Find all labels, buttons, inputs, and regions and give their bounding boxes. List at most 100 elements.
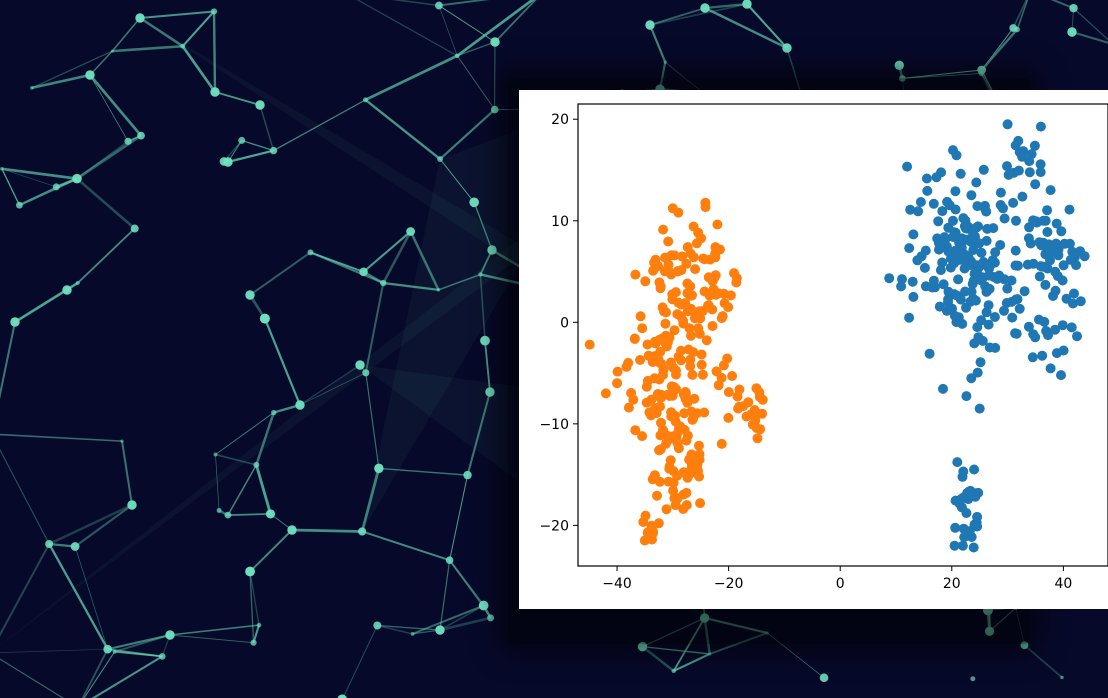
scatter-point-series-1 [1014,147,1025,158]
network-node [435,1,443,10]
scatter-point-series-1 [982,261,993,272]
scatter-point-series-1 [955,294,966,305]
network-node [245,566,255,577]
network-line [89,50,113,76]
scatter-point-series-2 [682,278,693,289]
scatter-point-series-2 [623,402,634,413]
scatter-point-series-1 [1011,215,1021,226]
scatter-point-series-1 [1007,312,1018,323]
network-node [307,249,314,256]
scatter-point-series-1 [1069,288,1079,299]
network-node [970,676,976,682]
network-line [31,73,91,90]
scatter-point-series-1 [963,486,974,497]
scatter-point-series-2 [612,378,623,389]
scatter-point-series-2 [751,423,762,433]
network-line [377,624,413,635]
network-line [76,140,129,180]
scatter-point-series-1 [907,276,918,287]
network-node [250,639,257,646]
scatter-point-series-2 [664,463,675,474]
network-node [490,105,499,114]
network-node [85,70,95,80]
scatter-point-series-1 [983,300,994,311]
network-line [980,28,1018,71]
scatter-point-series-2 [658,224,669,235]
network-line [473,202,493,251]
scatter-point-series-2 [734,384,745,395]
scatter-point-series-1 [992,273,1003,284]
network-node [374,463,384,474]
scatter-point-series-2 [672,438,683,449]
scatter-point-series-1 [1035,167,1046,178]
network-line [169,634,254,644]
network-node [238,136,246,144]
network-line [31,50,113,89]
network-line [77,227,136,284]
network-line [479,274,486,341]
network-line [215,453,257,466]
y-tick-label: 0 [560,315,569,331]
scatter-point-series-2 [690,264,701,275]
axes-frame [577,103,1108,567]
scatter-point-series-2 [640,510,651,521]
scatter-point-series-1 [966,373,977,384]
scatter-point-series-1 [1058,345,1069,356]
network-node [437,156,443,162]
scatter-point-series-2 [657,302,668,313]
network-line [255,412,275,466]
network-node [210,87,220,97]
scatter-point-series-2 [673,207,684,218]
scatter-point-series-2 [648,265,659,276]
scatter-point-series-1 [1064,204,1075,215]
scatter-point-series-1 [959,532,970,543]
scatter-point-series-1 [958,523,969,534]
network-line [649,7,706,26]
network-node [463,470,472,480]
scatter-point-series-2 [678,467,689,478]
scatter-point-series-2 [676,345,686,356]
scatter-point-series-1 [937,257,948,268]
scatter-point-series-2 [694,449,705,460]
network-node [30,86,34,90]
scatter-point-series-1 [937,206,948,217]
scatter-point-series-1 [1035,121,1046,132]
scatter-point-series-2 [716,372,727,383]
network-line [704,6,788,50]
scatter-point-series-2 [757,408,768,419]
scatter-point-series-1 [1008,197,1019,208]
network-line [259,104,275,151]
scatter-point-series-1 [943,297,953,308]
scatter-point-series-2 [644,407,655,418]
network-line [439,108,496,160]
network-line [273,99,366,152]
network-line [0,658,65,698]
network-line [263,318,302,406]
scatter-point-series-1 [948,215,958,226]
network-line [88,74,143,137]
scatter-point-series-1 [897,274,907,285]
scatter-point-series-1 [1024,156,1035,167]
scatter-point-series-2 [678,318,689,329]
network-line [494,0,537,43]
scatter-point-series-1 [913,206,924,217]
network-node [245,290,255,300]
network-line [215,412,275,455]
scatter-point-series-1 [916,251,927,262]
scatter-point-series-1 [1043,330,1053,341]
network-line [456,55,496,110]
scatter-point-series-2 [661,438,671,449]
scatter-point-series-1 [928,198,939,209]
network-line [746,3,788,49]
network-node [1060,675,1064,680]
network-node [52,183,60,191]
network-line [902,73,982,79]
network-node [75,280,80,285]
scatter-point-series-2 [667,390,678,401]
network-line [382,230,412,284]
network-node [359,267,368,277]
scatter-point-series-2 [658,365,669,376]
scatter-point-series-1 [960,286,971,297]
network-line [673,653,711,672]
scatter-point-series-2 [654,277,665,288]
